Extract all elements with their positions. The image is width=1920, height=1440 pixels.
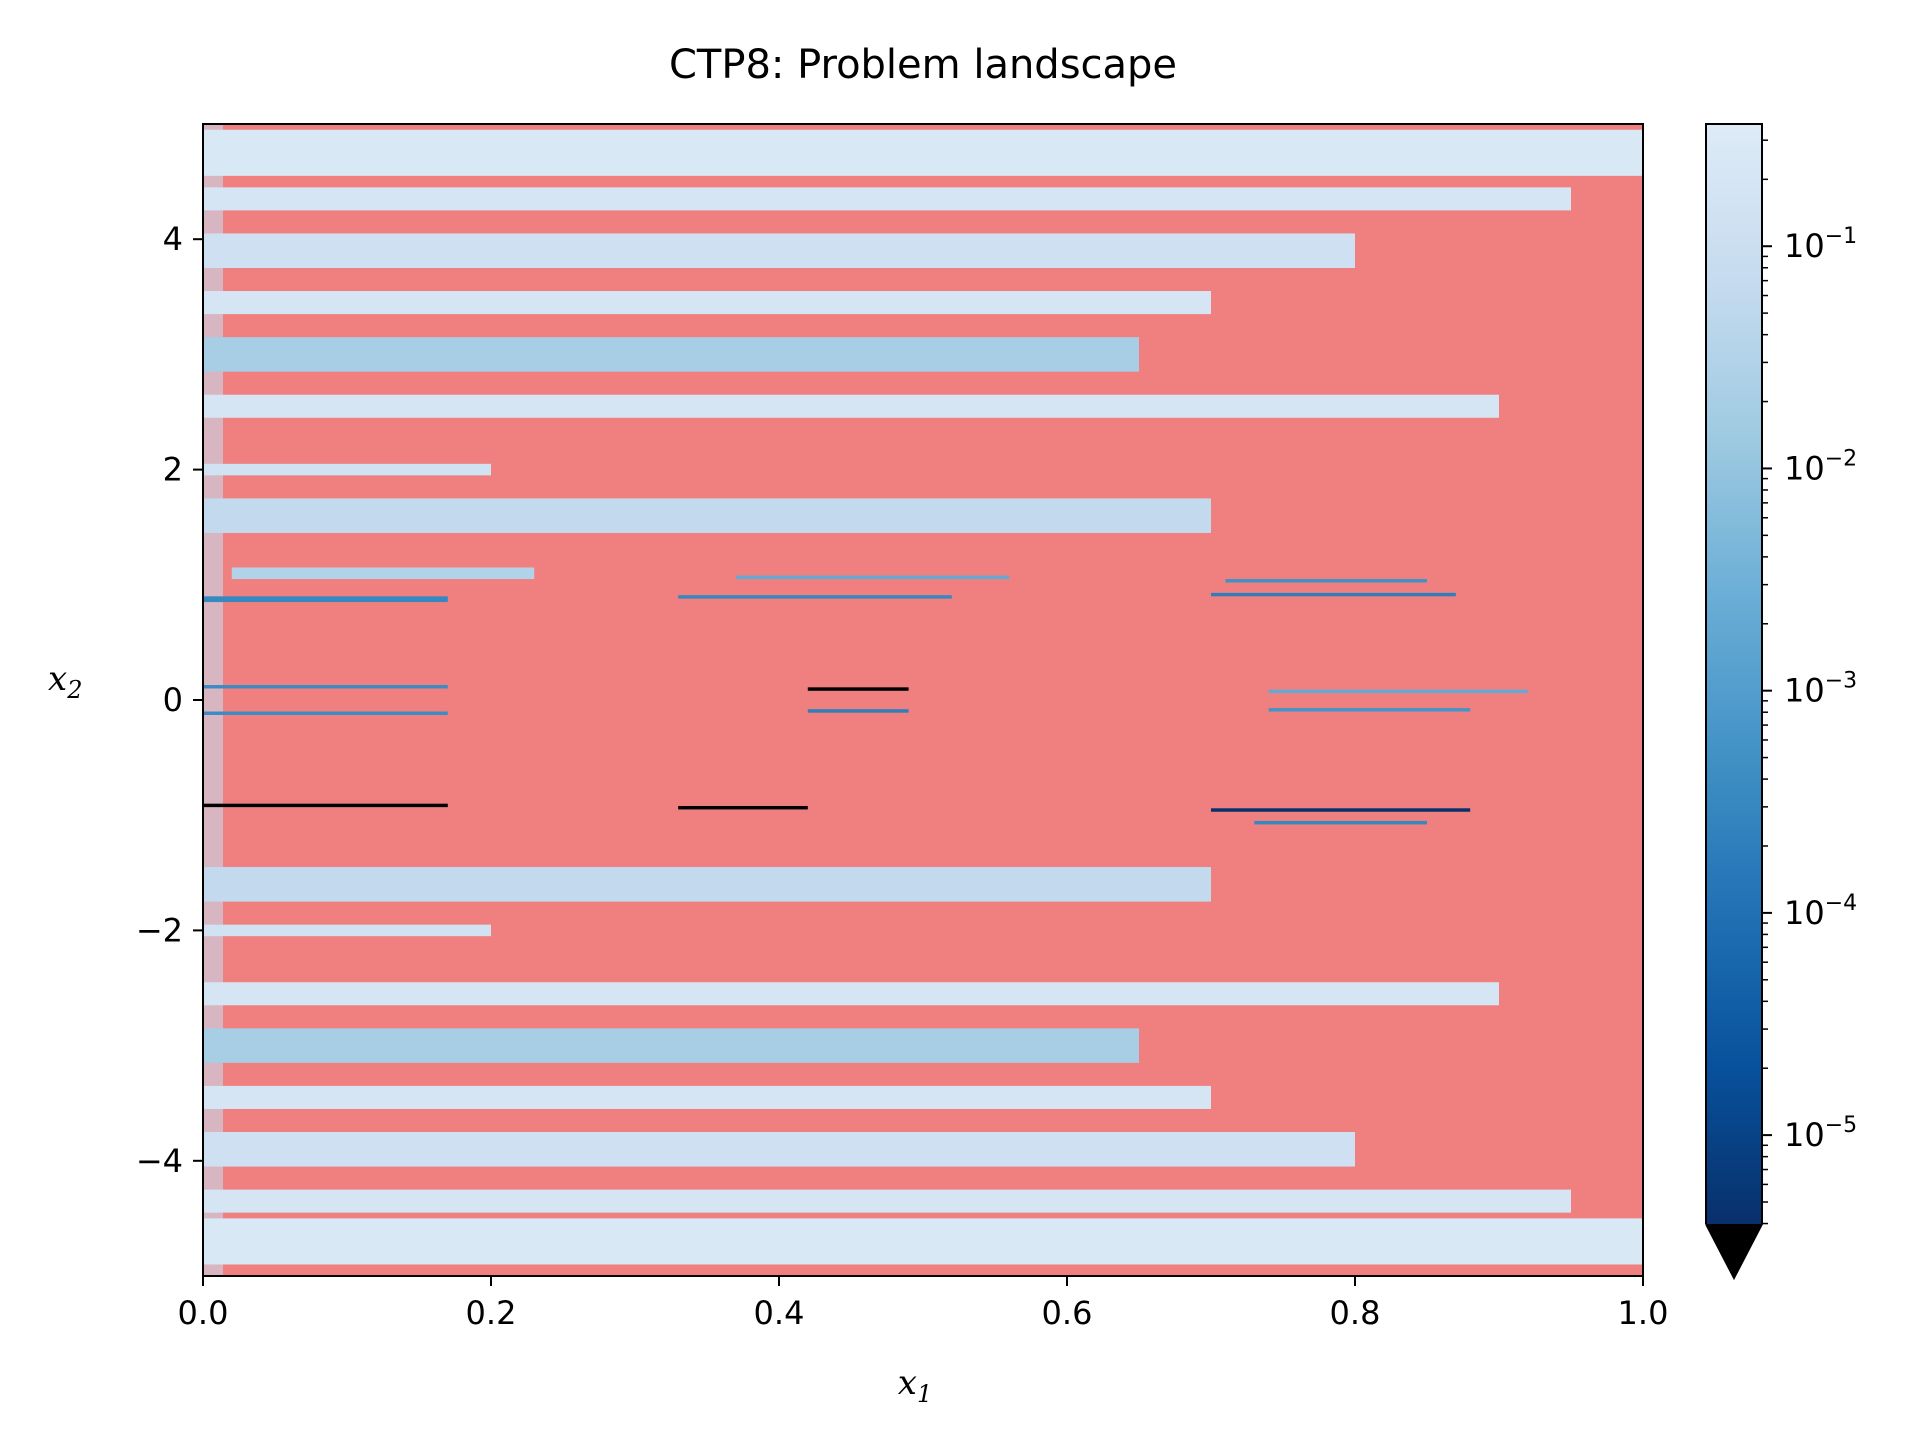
feasible-band-17 — [678, 805, 808, 810]
x-axis: 0.0 0.2 0.4 0.6 0.8 1.0 — [178, 1276, 1669, 1332]
feasible-band-23 — [1254, 820, 1427, 825]
feasible-band-26 — [203, 982, 1499, 1006]
feasible-band-29 — [203, 1132, 1355, 1167]
y-axis-label: x2 — [48, 659, 82, 704]
feasible-band-27 — [203, 1028, 1139, 1063]
feasible-band-4 — [203, 337, 1139, 372]
feasible-band-28 — [203, 1085, 1211, 1109]
feasible-band-5 — [203, 394, 1499, 418]
x-tick-label-5: 1.0 — [1618, 1294, 1669, 1332]
colorbar-tick-label-1: 10−2 — [1784, 446, 1857, 487]
feasible-band-19 — [1211, 592, 1456, 597]
feasible-band-8 — [231, 567, 535, 580]
colorbar-gradient — [1706, 124, 1762, 1224]
feasible-band-20 — [1268, 689, 1528, 694]
y-tick-label-4: 4 — [163, 220, 183, 258]
feasible-band-25 — [203, 924, 491, 937]
infeasible-region — [203, 124, 1643, 1276]
feasible-band-15 — [807, 687, 909, 691]
colorbar-frame — [1705, 123, 1763, 1281]
feasible-band-18 — [1225, 579, 1427, 583]
y-tick-label-1: −2 — [136, 911, 183, 949]
x-tick-label-2: 0.4 — [754, 1294, 805, 1332]
feasible-band-13 — [735, 575, 1010, 580]
y-tick-label-0: −4 — [136, 1142, 183, 1180]
y-tick-label-2: 0 — [163, 681, 183, 719]
feasible-band-2 — [203, 233, 1355, 268]
colorbar-extend-min — [1706, 1224, 1762, 1278]
feasible-band-6 — [203, 463, 491, 476]
colorbar: 10−1 10−2 10−3 10−4 10−5 — [1705, 123, 1857, 1281]
colorbar-tick-label-4: 10−5 — [1784, 1113, 1857, 1154]
x-tick-label-3: 0.6 — [1042, 1294, 1093, 1332]
feasible-band-0 — [203, 129, 1643, 176]
feasible-band-30 — [203, 1189, 1571, 1213]
feasible-band-3 — [203, 291, 1211, 315]
colorbar-tick-label-2: 10−3 — [1784, 669, 1857, 710]
feasible-band-14 — [678, 595, 952, 599]
x-tick-label-0: 0.0 — [178, 1294, 229, 1332]
x-tick-label-1: 0.2 — [466, 1294, 517, 1332]
feasible-band-31 — [203, 1218, 1643, 1265]
y-axis: −4 −2 0 2 4 — [136, 220, 203, 1180]
colorbar-ticks: 10−1 10−2 10−3 10−4 10−5 — [1762, 139, 1857, 1225]
colorbar-tick-label-0: 10−1 — [1784, 224, 1857, 265]
feasible-band-10 — [203, 685, 448, 689]
feasible-band-16 — [807, 709, 909, 713]
feasible-band-24 — [203, 867, 1211, 902]
feasible-band-7 — [203, 498, 1211, 533]
feasible-band-1 — [203, 187, 1571, 211]
feasible-band-12 — [203, 803, 448, 808]
feasible-bands — [203, 129, 1643, 1265]
feasible-band-22 — [1211, 808, 1471, 812]
x-tick-label-4: 0.8 — [1330, 1294, 1381, 1332]
feasible-band-11 — [203, 711, 448, 715]
feasible-band-9 — [203, 596, 448, 603]
y-tick-label-3: 2 — [163, 451, 183, 489]
colorbar-tick-label-3: 10−4 — [1784, 891, 1857, 932]
plot-area — [203, 124, 1643, 1276]
feasible-band-21 — [1268, 708, 1471, 712]
x-axis-label: x1 — [898, 1363, 932, 1408]
chart-title: CTP8: Problem landscape — [669, 42, 1177, 88]
